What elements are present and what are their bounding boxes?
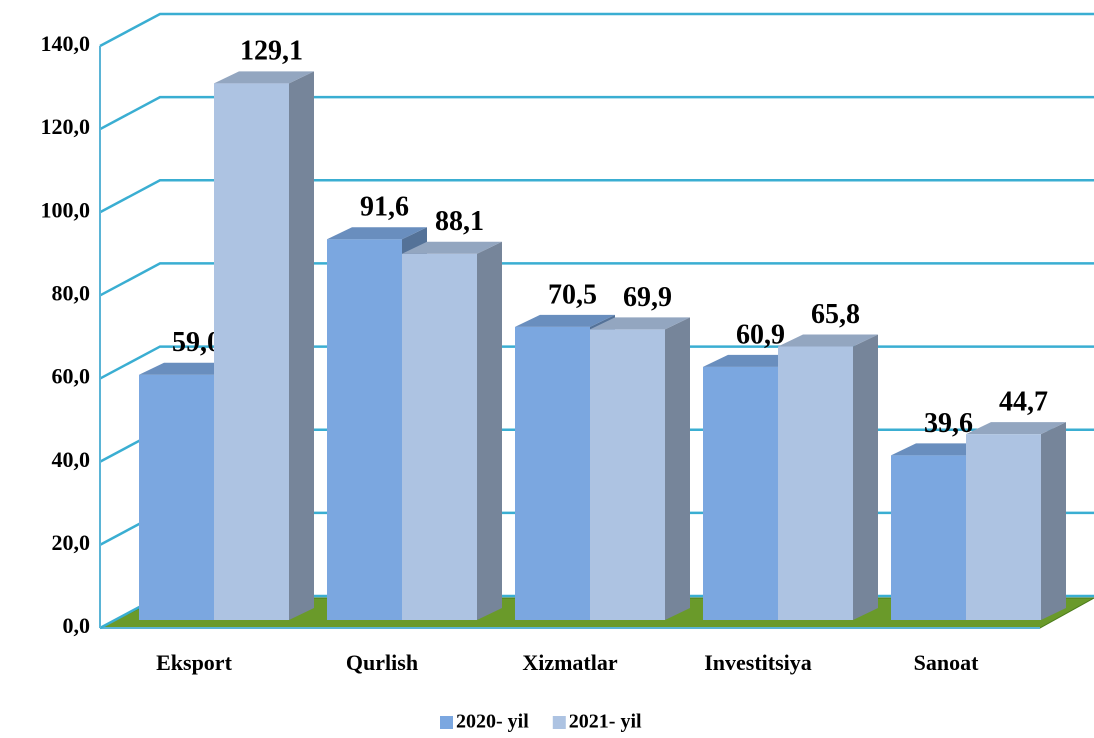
legend-label: 2020- yil [456,711,529,733]
data-label: 44,7 [999,387,1048,418]
bar-top [778,334,878,347]
bar-top [402,241,502,254]
bar-side [1041,422,1066,620]
bar-top [515,314,615,327]
y-tick-label: 140,0 [41,31,91,56]
bar-front [402,253,477,620]
legend-label: 2021- yil [569,711,642,733]
y-tick-label: 120,0 [41,114,91,139]
bar [402,241,502,620]
data-label: 59,0 [172,327,221,358]
bar [778,334,878,620]
bar [590,317,690,620]
data-label: 129,1 [240,36,303,67]
y-tick-label: 100,0 [41,197,91,222]
bar-side [289,71,314,620]
legend-swatch [552,716,566,729]
bar [214,71,314,620]
bar-top [590,317,690,330]
data-label: 88,1 [435,206,484,237]
bar-front [590,329,665,620]
data-label: 39,6 [924,408,973,439]
bar-side [477,241,502,620]
bar-front [139,374,214,620]
bar-side [853,334,878,620]
data-label: 65,8 [811,299,860,330]
y-tick-label: 40,0 [52,447,91,472]
bar-side [665,317,690,620]
y-tick-label: 0,0 [63,613,91,638]
bar-front [966,434,1041,620]
grid-line [99,12,1094,48]
x-tick-label: Eksport [156,650,232,675]
grid-line [99,262,1094,297]
bar-front [327,239,402,620]
bar [966,422,1066,620]
bar-top [214,71,314,84]
grid-line [99,95,1094,131]
bar-top [966,422,1066,435]
bar-top [327,227,427,240]
x-tick-label: Sanoat [914,650,979,675]
x-tick-label: Investitsiya [704,650,812,675]
bar-front [515,326,590,620]
bar-front [214,83,289,620]
x-tick-label: Qurlish [346,650,418,675]
legend-swatch [440,716,453,729]
bar-front [703,366,778,620]
y-tick-label: 80,0 [52,280,91,305]
y-tick-label: 60,0 [52,364,91,389]
bar-front [891,455,966,620]
data-label: 69,9 [623,282,672,313]
data-label: 70,5 [548,279,597,310]
bar-front [778,346,853,620]
grid-line [99,179,1094,214]
y-tick-label: 20,0 [52,530,91,555]
data-label: 60,9 [736,319,785,350]
x-tick-label: Xizmatlar [522,650,618,675]
data-label: 91,6 [360,192,409,223]
